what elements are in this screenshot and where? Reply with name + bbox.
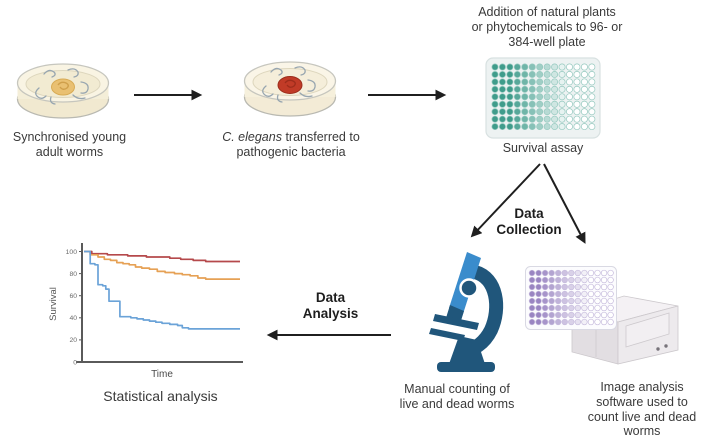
step2-label: C. elegans transferred to pathogenic bac…: [211, 130, 371, 160]
arrow-left-icon: [266, 329, 391, 341]
label-line: 384-well plate: [508, 34, 586, 49]
label-line: worms: [623, 424, 661, 439]
manual-counting-label: Manual counting of live and dead worms: [383, 382, 531, 412]
svg-text:100: 100: [66, 249, 78, 256]
svg-text:Survival: Survival: [48, 287, 59, 321]
label-line: Collection: [496, 221, 562, 237]
label-line: Manual counting of: [404, 382, 510, 396]
label-line: or phytochemicals to 96- or: [471, 19, 623, 34]
svg-text:0: 0: [73, 359, 77, 366]
svg-text:20: 20: [69, 337, 77, 344]
plate-caption: Addition of natural plants or phytochemi…: [452, 5, 642, 49]
survival-chart: 100 80 60 40 20 0 Survival Time: [48, 243, 243, 380]
imaging-plate-icon: [525, 266, 617, 330]
svg-text:60: 60: [69, 293, 77, 300]
label-line: Analysis: [302, 305, 359, 321]
bacterial-lawn-pathogen: [277, 76, 303, 94]
label-line: Data: [315, 290, 346, 305]
step1-label: Synchronised young adult worms: [2, 130, 137, 160]
species-name: C. elegans: [222, 130, 282, 144]
label-line: count live and dead: [587, 409, 697, 424]
label-line: adult worms: [35, 144, 104, 159]
image-analysis-label: Image analysis software used to count li…: [567, 380, 717, 439]
label-line: Data: [514, 206, 544, 221]
data-collection-arrows: [470, 163, 586, 244]
worms: [262, 66, 316, 103]
label-line: software used to: [596, 394, 688, 409]
svg-text:40: 40: [69, 315, 77, 322]
petri-dish-icon-pathogenic-bacteria: [243, 61, 337, 117]
data-analysis-label: Data Analysis: [283, 290, 378, 322]
arrow-right-icon-1: [134, 89, 203, 101]
well-plate-96-icon: [485, 57, 601, 139]
label-line: pathogenic bacteria: [236, 144, 346, 159]
svg-text:80: 80: [69, 271, 77, 278]
survival-assay-label: Survival assay: [482, 141, 604, 156]
chart-caption: Statistical analysis: [63, 388, 258, 405]
label-line: Addition of natural plants: [478, 5, 616, 19]
worms: [35, 68, 89, 105]
label-line: Survival assay: [502, 141, 584, 155]
label-line: Synchronised young: [12, 130, 127, 144]
data-collection-label: Data Collection: [479, 206, 579, 238]
microscope-icon: [429, 252, 504, 372]
arrow-right-icon-2: [368, 89, 447, 101]
label-line: Image analysis: [600, 380, 684, 394]
label-line: Statistical analysis: [103, 388, 218, 404]
bacterial-lawn-ecoli: [51, 78, 75, 96]
label-line: live and dead worms: [399, 396, 515, 411]
label-line: C. elegans transferred to: [222, 130, 360, 144]
petri-dish-icon-synchronised-worms: [16, 63, 110, 119]
svg-text:Time: Time: [151, 369, 173, 380]
